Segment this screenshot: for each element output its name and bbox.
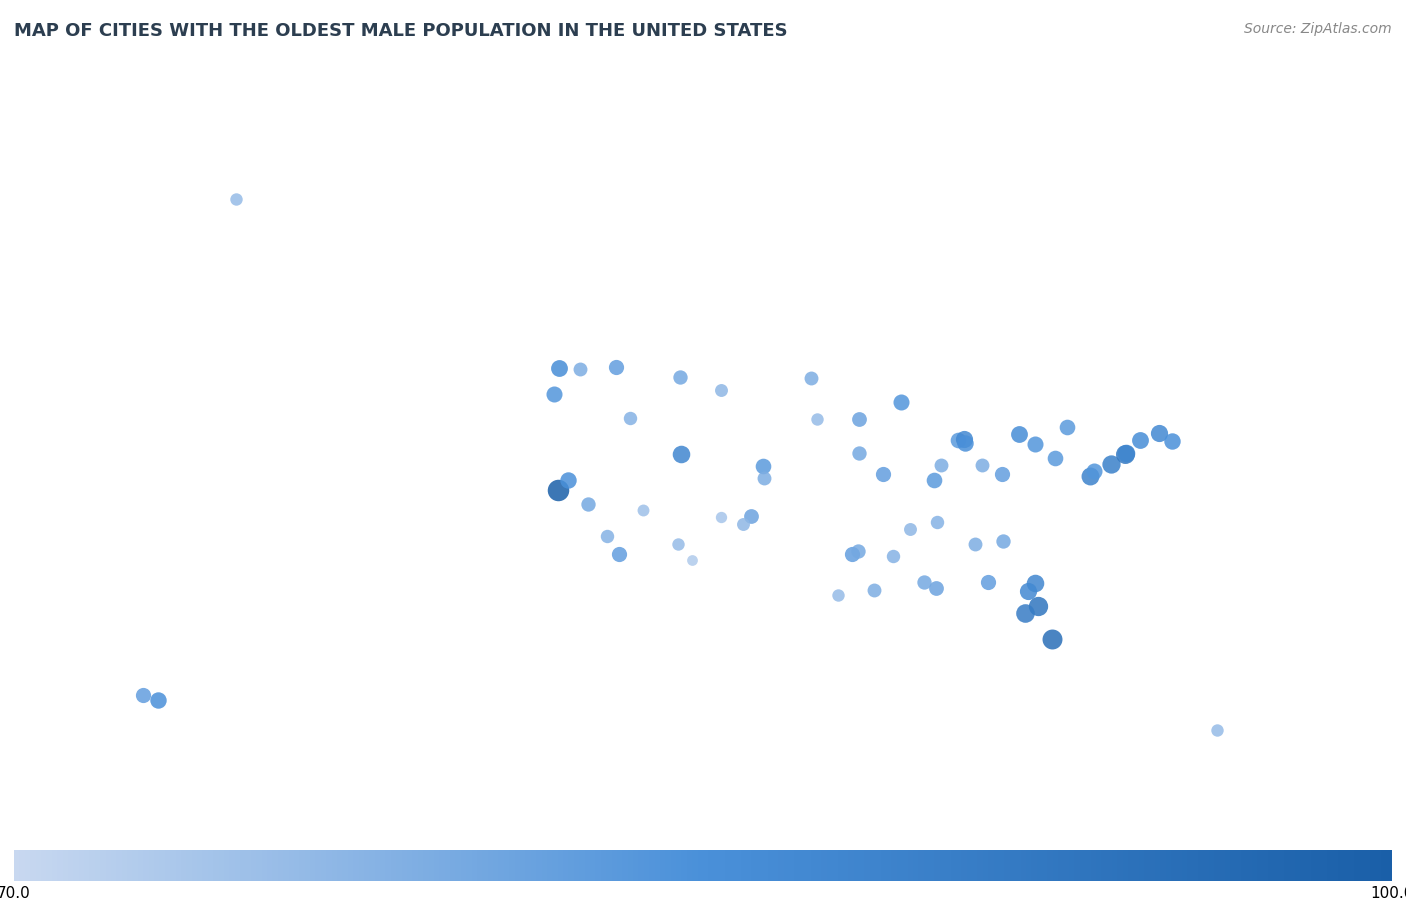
- Point: [1043, 450, 1066, 465]
- Point: [225, 191, 247, 206]
- Point: [848, 446, 870, 460]
- Point: [900, 521, 922, 536]
- Point: [752, 459, 775, 474]
- Point: [991, 534, 1014, 548]
- Point: [543, 387, 565, 401]
- Point: [547, 483, 569, 497]
- Point: [607, 547, 630, 561]
- Point: [132, 689, 155, 703]
- Point: [922, 473, 945, 487]
- Point: [605, 360, 627, 374]
- Point: [669, 447, 692, 461]
- Point: [927, 515, 949, 530]
- Point: [914, 575, 936, 590]
- Point: [1078, 469, 1101, 484]
- Point: [1206, 723, 1229, 737]
- Point: [1147, 425, 1170, 440]
- Point: [953, 432, 976, 446]
- Point: [991, 467, 1014, 481]
- Point: [1056, 419, 1078, 433]
- Point: [1024, 576, 1046, 591]
- Point: [1024, 437, 1046, 451]
- Point: [872, 467, 894, 481]
- Point: [1114, 447, 1136, 461]
- Point: [846, 544, 869, 558]
- Point: [977, 575, 1000, 590]
- Point: [1017, 583, 1039, 598]
- Point: [752, 470, 775, 485]
- Point: [841, 547, 863, 561]
- Point: [740, 509, 762, 523]
- Point: [731, 516, 754, 530]
- Point: [1026, 599, 1049, 613]
- Point: [148, 693, 170, 708]
- Point: [668, 369, 690, 384]
- Point: [806, 412, 828, 426]
- Point: [710, 511, 733, 525]
- Point: [548, 360, 571, 375]
- Point: [955, 435, 977, 450]
- Point: [710, 383, 733, 397]
- Point: [1099, 457, 1122, 471]
- Point: [1129, 433, 1152, 448]
- Text: MAP OF CITIES WITH THE OLDEST MALE POPULATION IN THE UNITED STATES: MAP OF CITIES WITH THE OLDEST MALE POPUL…: [14, 22, 787, 40]
- Point: [1014, 606, 1036, 620]
- Point: [929, 458, 952, 472]
- Point: [890, 395, 912, 409]
- Point: [557, 473, 579, 487]
- Point: [925, 581, 948, 595]
- Point: [800, 370, 823, 385]
- Point: [569, 362, 592, 377]
- Point: [963, 537, 986, 551]
- Point: [1008, 427, 1031, 441]
- Point: [1160, 434, 1182, 449]
- Point: [863, 583, 886, 597]
- Point: [576, 496, 599, 511]
- Point: [1083, 464, 1105, 478]
- Text: Source: ZipAtlas.com: Source: ZipAtlas.com: [1244, 22, 1392, 37]
- Point: [619, 411, 641, 425]
- Point: [948, 433, 970, 448]
- Point: [633, 503, 655, 517]
- Point: [682, 553, 704, 567]
- Point: [827, 587, 849, 601]
- Point: [668, 537, 690, 551]
- Point: [1115, 446, 1137, 460]
- Point: [1040, 632, 1063, 646]
- Point: [882, 548, 904, 563]
- Point: [848, 412, 870, 426]
- Point: [970, 458, 993, 472]
- Point: [596, 529, 619, 543]
